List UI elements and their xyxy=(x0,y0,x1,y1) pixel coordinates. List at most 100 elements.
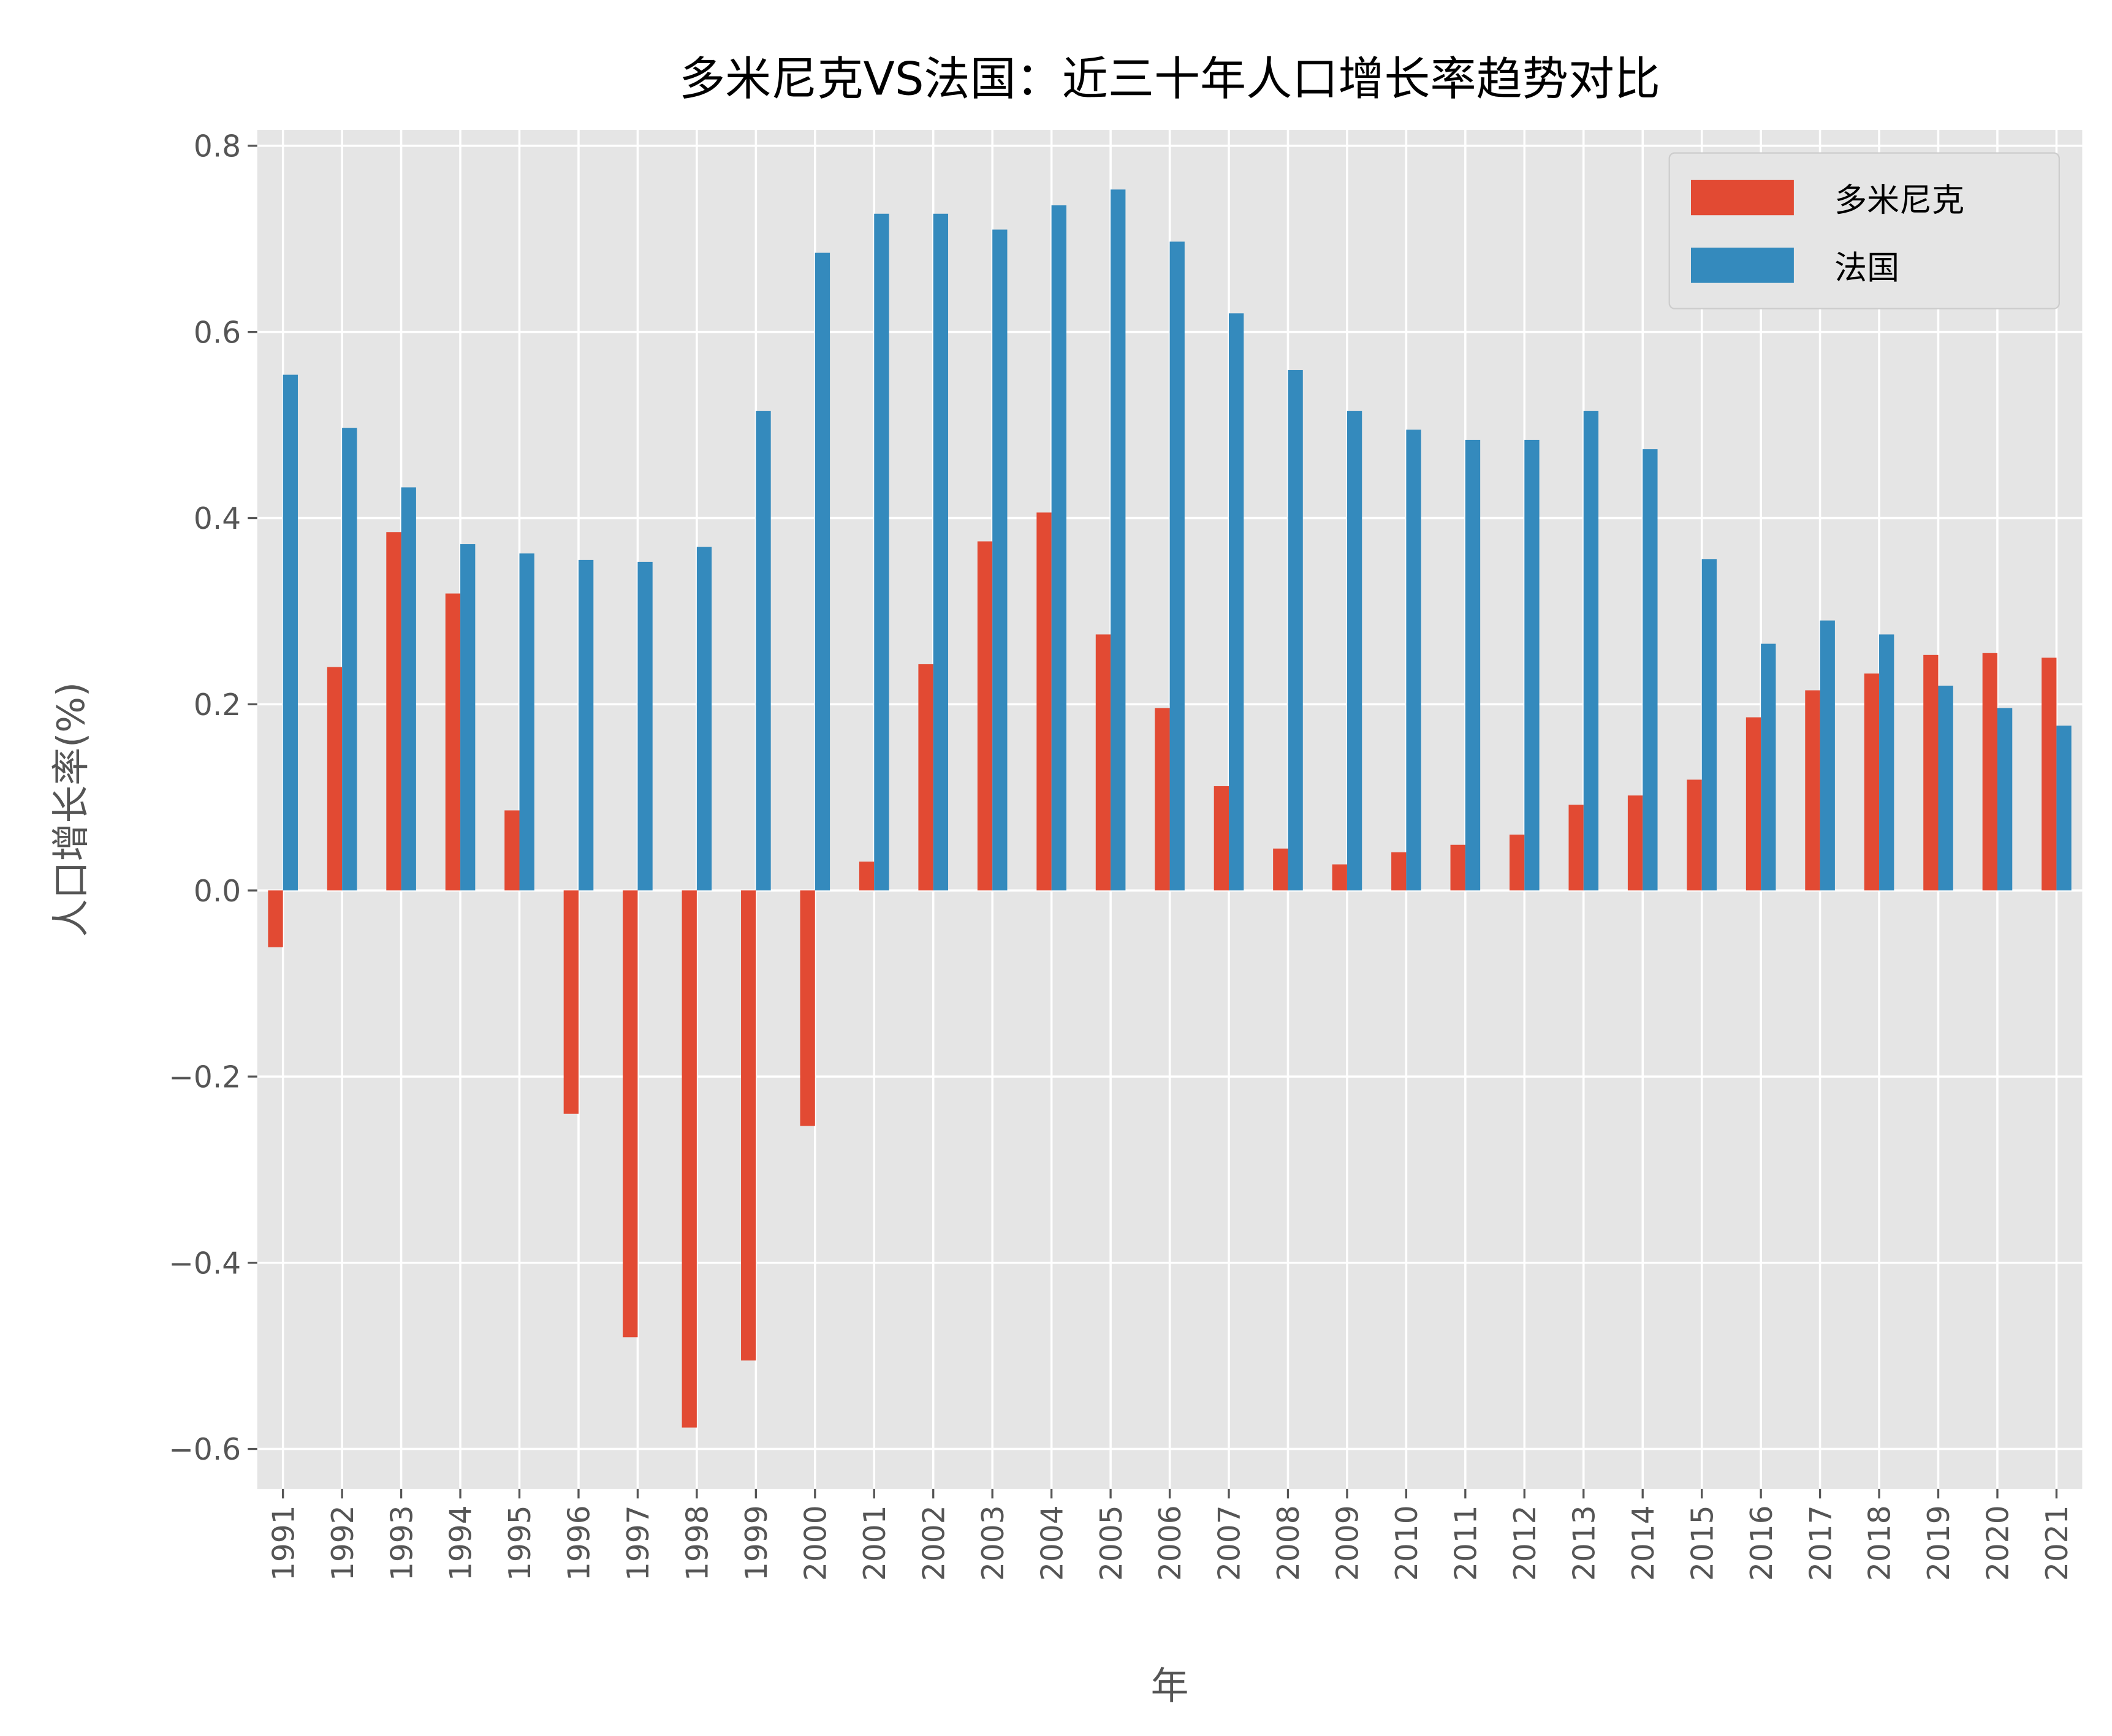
bar-france-2021 xyxy=(2056,726,2072,891)
bar-france-2009 xyxy=(1347,411,1362,891)
bar-dominica-2004 xyxy=(1036,512,1052,891)
bar-dominica-2011 xyxy=(1450,844,1465,891)
x-tick-label: 2014 xyxy=(1627,1505,1661,1581)
legend-label-france: 法国 xyxy=(1834,249,1899,287)
x-tick-label: 2009 xyxy=(1331,1505,1366,1581)
x-tick-label: 1994 xyxy=(444,1505,479,1581)
x-tick-label: 1991 xyxy=(267,1505,301,1581)
bar-dominica-2017 xyxy=(1805,690,1820,891)
legend: 多米尼克 法国 xyxy=(1668,152,2060,309)
y-tick-label: −0.6 xyxy=(169,1433,241,1467)
bar-dominica-1997 xyxy=(623,890,638,1338)
bar-dominica-1994 xyxy=(445,593,461,891)
bar-france-1999 xyxy=(756,411,771,891)
bar-france-1997 xyxy=(637,561,653,891)
bar-france-2012 xyxy=(1524,439,1540,891)
x-tick-label: 2005 xyxy=(1095,1505,1129,1581)
bar-dominica-1993 xyxy=(386,532,401,891)
bar-dominica-2020 xyxy=(1982,653,1997,891)
bar-dominica-1999 xyxy=(741,890,756,1361)
y-tick-label: 0.6 xyxy=(194,316,241,350)
bar-dominica-1991 xyxy=(268,890,283,947)
bar-france-1994 xyxy=(460,544,476,891)
y-tick-label: −0.2 xyxy=(169,1061,241,1095)
bar-france-2002 xyxy=(933,213,949,891)
y-tick-label: 0.2 xyxy=(194,688,241,722)
bar-dominica-2005 xyxy=(1095,634,1111,891)
bar-dominica-2013 xyxy=(1568,805,1584,891)
x-tick-label: 2020 xyxy=(1981,1505,2016,1581)
y-tick-label: −0.4 xyxy=(169,1246,241,1281)
chart-title: 多米尼克VS法国：近三十年人口增长率趋势对比 xyxy=(679,52,1660,106)
y-tick-label: 0.0 xyxy=(194,874,241,909)
bar-dominica-1995 xyxy=(504,810,520,891)
x-tick-label: 2002 xyxy=(917,1505,951,1581)
bar-dominica-2018 xyxy=(1864,673,1880,891)
bar-dominica-2003 xyxy=(977,541,993,891)
bar-dominica-1998 xyxy=(682,890,697,1428)
x-tick-label: 2001 xyxy=(858,1505,892,1581)
x-tick-label: 2021 xyxy=(2040,1505,2075,1581)
y-tick-label: 0.8 xyxy=(194,130,241,164)
bar-dominica-2016 xyxy=(1745,717,1761,891)
bar-dominica-2019 xyxy=(1923,654,1939,891)
bar-france-2000 xyxy=(815,252,830,891)
bar-france-1998 xyxy=(696,547,712,891)
x-tick-label: 2012 xyxy=(1508,1505,1543,1581)
bar-france-2010 xyxy=(1406,430,1421,891)
y-axis-label: 人口增长率(%) xyxy=(49,682,93,937)
bar-france-2013 xyxy=(1583,411,1599,891)
bar-france-1992 xyxy=(342,428,357,891)
x-tick-label: 1999 xyxy=(740,1505,774,1581)
x-tick-label: 1995 xyxy=(503,1505,537,1581)
bar-dominica-2015 xyxy=(1687,779,1702,891)
x-tick-label: 2006 xyxy=(1153,1505,1188,1581)
bar-dominica-2012 xyxy=(1510,834,1525,891)
x-tick-label: 2003 xyxy=(976,1505,1011,1581)
x-tick-label: 2013 xyxy=(1567,1505,1601,1581)
bar-france-2008 xyxy=(1288,370,1303,891)
legend-swatch-dominica xyxy=(1691,180,1794,216)
bar-france-2017 xyxy=(1820,620,1835,891)
bar-dominica-2000 xyxy=(800,890,815,1126)
bar-france-2006 xyxy=(1169,241,1185,891)
x-tick-label: 1996 xyxy=(563,1505,597,1581)
x-tick-label: 2011 xyxy=(1449,1505,1484,1581)
bars xyxy=(268,189,2072,1428)
legend-label-dominica: 多米尼克 xyxy=(1834,181,1964,219)
bar-dominica-2010 xyxy=(1391,852,1407,891)
bar-dominica-2006 xyxy=(1155,708,1170,891)
bar-france-2001 xyxy=(874,213,889,891)
bar-france-1995 xyxy=(519,553,534,891)
bar-dominica-1996 xyxy=(563,890,579,1114)
bar-france-1991 xyxy=(283,374,298,891)
x-tick-label: 2015 xyxy=(1685,1505,1720,1581)
x-tick-label: 2017 xyxy=(1804,1505,1838,1581)
bar-france-2011 xyxy=(1465,439,1481,891)
bar-france-1993 xyxy=(401,487,416,891)
bar-dominica-1992 xyxy=(327,667,343,891)
x-tick-label: 2004 xyxy=(1035,1505,1069,1581)
legend-swatch-france xyxy=(1691,248,1794,283)
bar-dominica-2014 xyxy=(1627,795,1643,891)
bar-dominica-2008 xyxy=(1273,848,1288,891)
x-tick-label: 2008 xyxy=(1272,1505,1306,1581)
x-tick-label: 1997 xyxy=(621,1505,656,1581)
bar-dominica-2007 xyxy=(1214,786,1229,891)
x-tick-label: 2019 xyxy=(1922,1505,1956,1581)
y-axis: −0.6 −0.4 −0.2 0.0 0.2 0.4 0.6 0.8 xyxy=(169,130,257,1467)
x-tick-label: 1992 xyxy=(326,1505,360,1581)
bar-france-2015 xyxy=(1701,559,1717,891)
bar-france-2016 xyxy=(1761,643,1776,891)
x-tick-label: 1998 xyxy=(681,1505,715,1581)
x-tick-label: 2018 xyxy=(1863,1505,1897,1581)
bar-france-2014 xyxy=(1643,449,1658,891)
x-tick-label: 2016 xyxy=(1745,1505,1779,1581)
bar-france-2007 xyxy=(1229,313,1244,891)
bar-france-2005 xyxy=(1111,189,1126,891)
x-tick-label: 2007 xyxy=(1213,1505,1247,1581)
bar-france-1996 xyxy=(578,559,594,891)
bar-dominica-2001 xyxy=(859,862,875,891)
x-tick-label: 2000 xyxy=(799,1505,833,1581)
x-axis-label: 年 xyxy=(1151,1664,1189,1708)
